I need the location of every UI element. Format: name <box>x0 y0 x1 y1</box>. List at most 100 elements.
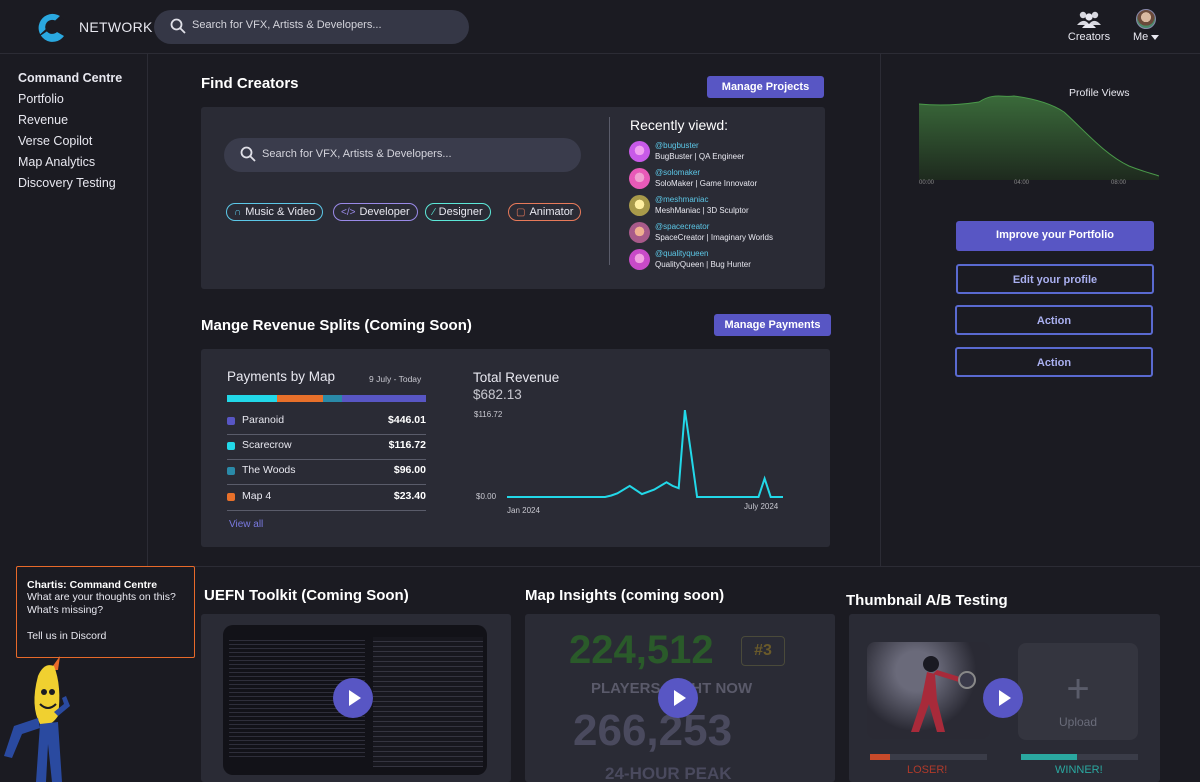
improve-portfolio-button[interactable]: Improve your Portfolio <box>956 221 1154 251</box>
sidebar-item-revenue[interactable]: Revenue <box>18 113 69 127</box>
character-figure-icon <box>911 656 976 732</box>
chip-music-video[interactable]: ∩ Music & Video <box>226 203 324 221</box>
x-tick-label: 04:00 <box>1014 180 1030 186</box>
uefn-card <box>201 614 511 782</box>
banana-mascot-icon[interactable] <box>0 656 90 782</box>
payment-row[interactable]: The Woods $96.00 <box>227 461 426 485</box>
winner-label: WINNER! <box>1055 764 1103 776</box>
logo-icon[interactable] <box>30 10 70 44</box>
players-now-value: 224,512 <box>569 628 714 672</box>
y-tick-label: $116.72 <box>474 410 503 419</box>
profile-views-area <box>919 95 1159 180</box>
search-icon <box>170 18 186 34</box>
date-range: 9 July - Today <box>369 374 422 384</box>
profile-menu-button[interactable]: Me <box>1128 9 1164 45</box>
caret-down-icon <box>1151 35 1159 40</box>
revenue-panel: Payments by Map 9 July - Today Paranoid … <box>201 349 830 547</box>
avatar <box>629 141 650 162</box>
chip-designer[interactable]: ∕ Designer <box>425 203 491 221</box>
payment-row[interactable]: Scarecrow $116.72 <box>227 436 426 460</box>
stack-segment-woods <box>322 395 343 402</box>
loser-bar <box>870 754 987 760</box>
peak-value: 266,253 <box>573 706 733 755</box>
y-tick-label: $0.00 <box>476 492 497 501</box>
avatar <box>629 249 650 270</box>
sidebar-item-discovery-testing[interactable]: Discovery Testing <box>18 176 116 190</box>
creators-button[interactable]: Creators <box>1064 10 1114 46</box>
search-icon <box>240 146 256 162</box>
me-label: Me <box>1133 31 1149 43</box>
map-insights-title: Map Insights (coming soon) <box>525 587 725 604</box>
recent-creator[interactable]: @qualityqueen QualityQueen | Bug Hunter <box>629 248 819 272</box>
revenue-line-chart: $116.72 $0.00 Jan 2024 July 2024 <box>474 409 783 515</box>
map-value: $116.72 <box>388 439 426 451</box>
pen-icon: ∕ <box>433 207 435 218</box>
manage-payments-button[interactable]: Manage Payments <box>714 314 831 336</box>
recent-creator[interactable]: @bugbuster BugBuster | QA Engineer <box>629 140 819 164</box>
find-creators-panel: ∩Music & Video </>Developer ∕Designer ▢A… <box>201 107 825 289</box>
edit-profile-button[interactable]: Edit your profile <box>956 264 1154 294</box>
divider <box>609 117 610 265</box>
animation-icon: ▢ <box>516 207 526 218</box>
payments-stacked-bar <box>227 395 426 402</box>
recent-creator[interactable]: @solomaker SoloMaker | Game Innovator <box>629 167 819 191</box>
avatar <box>629 222 650 243</box>
creator-handle[interactable]: @bugbuster <box>655 141 699 150</box>
sidebar-item-command-centre[interactable]: Command Centre <box>18 71 123 85</box>
sidebar-item-portfolio[interactable]: Portfolio <box>18 92 64 106</box>
chartis-speech-bubble: Chartis: Command Centre What are your th… <box>16 566 195 658</box>
play-icon[interactable] <box>983 678 1023 718</box>
x-tick-label: 08:00 <box>1111 180 1127 186</box>
payment-row[interactable]: Map 4 $23.40 <box>227 487 426 511</box>
chartis-line: What are your thoughts on this? <box>27 591 176 603</box>
map-value: $96.00 <box>393 464 426 476</box>
thumbnail-a[interactable] <box>867 642 990 739</box>
discord-link[interactable]: Tell us in Discord <box>27 630 107 642</box>
rank-badge: #3 <box>741 636 785 666</box>
sidebar-item-verse-copilot[interactable]: Verse Copilot <box>18 134 93 148</box>
global-search-input[interactable] <box>192 19 452 31</box>
creator-desc: SoloMaker | Game Innovator <box>655 179 758 188</box>
upload-slot[interactable]: + Upload <box>1018 643 1138 740</box>
recent-creator[interactable]: @spacecreator SpaceCreator | Imaginary W… <box>629 221 819 245</box>
profile-views-title: Profile Views <box>1069 87 1130 99</box>
uefn-title: UEFN Toolkit (Coming Soon) <box>204 587 409 604</box>
creator-handle[interactable]: @spacecreator <box>655 222 710 231</box>
manage-projects-button[interactable]: Manage Projects <box>707 76 824 98</box>
creator-handle[interactable]: @qualityqueen <box>655 249 709 258</box>
avatar <box>629 168 650 189</box>
sidebar-item-map-analytics[interactable]: Map Analytics <box>18 155 96 169</box>
top-bar: NETWORK Creators Me <box>0 0 1200 54</box>
creators-label: Creators <box>1067 31 1111 43</box>
action-button[interactable]: Action <box>955 347 1153 377</box>
action-button[interactable]: Action <box>955 305 1153 335</box>
creator-handle[interactable]: @solomaker <box>655 168 701 177</box>
right-column-divider <box>880 54 881 566</box>
payment-row[interactable]: Paranoid $446.01 <box>227 411 426 435</box>
view-all-link[interactable]: View all <box>229 519 264 530</box>
total-revenue-value: $682.13 <box>473 387 522 402</box>
creator-search-input[interactable] <box>262 148 562 160</box>
chip-label: Animator <box>529 206 574 218</box>
play-icon[interactable] <box>333 678 373 718</box>
profile-views-chart: Profile Views 00:00 04:00 08:00 <box>919 72 1159 194</box>
creator-handle[interactable]: @meshmaniac <box>655 195 709 204</box>
x-tick-label: 00:00 <box>919 180 935 186</box>
chip-developer[interactable]: </> Developer <box>333 203 418 221</box>
winner-bar-fill <box>1021 754 1078 760</box>
global-search[interactable] <box>154 10 469 44</box>
plus-icon: + <box>1066 667 1090 711</box>
chip-label: Designer <box>438 206 483 218</box>
revenue-series-line <box>507 409 783 498</box>
uefn-video-thumbnail[interactable] <box>223 625 487 775</box>
chip-animator[interactable]: ▢ Animator <box>508 203 582 221</box>
loser-bar-fill <box>870 754 890 760</box>
recent-creator[interactable]: @meshmaniac MeshManiac | 3D Sculptor <box>629 194 819 218</box>
sidebar: Command Centre Portfolio Revenue Verse C… <box>0 54 148 566</box>
code-panel <box>373 637 483 767</box>
creator-search[interactable] <box>224 138 581 172</box>
upload-label: Upload <box>1058 715 1098 729</box>
play-icon[interactable] <box>658 678 698 718</box>
revenue-title: Mange Revenue Splits (Coming Soon) <box>201 317 472 334</box>
total-revenue-title: Total Revenue <box>473 370 560 385</box>
